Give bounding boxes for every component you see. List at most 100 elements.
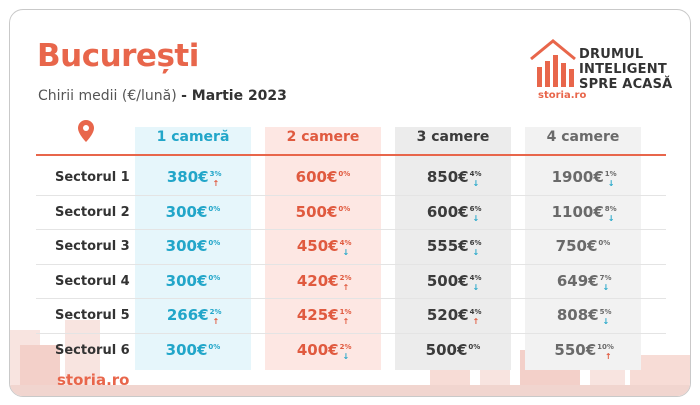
price-value: 425€ bbox=[296, 306, 339, 324]
change-percent: 0% bbox=[208, 204, 221, 213]
row-divider bbox=[36, 229, 666, 230]
price-cell: 750€0% bbox=[525, 237, 641, 255]
price-value: 550€ bbox=[554, 340, 597, 359]
change-percent: 4% bbox=[469, 308, 482, 316]
row-label: Sectorul 5 bbox=[55, 308, 130, 323]
column-bg-1-room bbox=[135, 127, 251, 370]
price-cell: 649€7%↓ bbox=[525, 272, 641, 292]
change-percent: 0% bbox=[208, 273, 221, 282]
header-2-rooms: 2 camere bbox=[286, 129, 360, 145]
subtitle: Chirii medii (€/lună) - Martie 2023 bbox=[38, 88, 287, 104]
campaign-logo: DRUMUL INTELIGENT SPRE ACASĂ storia.ro bbox=[523, 37, 683, 107]
price-value: 300€ bbox=[165, 271, 208, 290]
price-value: 266€ bbox=[166, 306, 209, 324]
arrow-up-icon: ↑ bbox=[342, 317, 350, 326]
change-percent: 1% bbox=[604, 170, 617, 178]
row-label: Sectorul 6 bbox=[55, 342, 130, 358]
change-percent: 6% bbox=[469, 204, 482, 213]
change-percent: 4% bbox=[469, 170, 482, 178]
price-value: 600€ bbox=[426, 202, 469, 221]
price-value: 500€ bbox=[426, 271, 469, 290]
arrow-down-icon: ↓ bbox=[602, 317, 610, 326]
change-percent: 0% bbox=[208, 239, 221, 247]
price-value: 649€ bbox=[556, 271, 599, 290]
price-cell: 1900€1%↓ bbox=[525, 168, 641, 188]
price-cell: 520€4%↑ bbox=[395, 306, 511, 326]
price-cell: 400€2%↓ bbox=[265, 341, 381, 361]
arrow-down-icon: ↓ bbox=[342, 248, 350, 257]
price-cell: 380€3%↑ bbox=[135, 168, 251, 188]
price-cell: 850€4%↓ bbox=[395, 168, 511, 188]
price-cell: 450€4%↓ bbox=[265, 237, 381, 257]
arrow-down-icon: ↓ bbox=[342, 351, 350, 361]
price-cell: 600€6%↓ bbox=[395, 203, 511, 223]
change-percent: 0% bbox=[468, 342, 481, 351]
change-percent: 4% bbox=[469, 273, 482, 282]
arrow-down-icon: ↓ bbox=[472, 248, 480, 257]
row-label: Sectorul 1 bbox=[55, 170, 130, 185]
column-bg-4-rooms bbox=[525, 127, 641, 370]
column-bg-2-rooms bbox=[265, 127, 381, 370]
change-percent: 7% bbox=[599, 273, 612, 282]
arrow-down-icon: ↓ bbox=[602, 282, 610, 292]
change-percent: 3% bbox=[209, 170, 222, 178]
change-percent: 8% bbox=[604, 204, 617, 213]
price-cell: 808€5%↓ bbox=[525, 306, 641, 326]
header-1-room: 1 cameră bbox=[156, 129, 230, 145]
arrow-up-icon: ↑ bbox=[212, 179, 220, 188]
price-cell: 500€4%↓ bbox=[395, 272, 511, 292]
price-cell: 500€0% bbox=[265, 203, 381, 221]
price-value: 450€ bbox=[296, 237, 339, 255]
arrow-up-icon: ↑ bbox=[604, 351, 612, 361]
change-percent: 4% bbox=[339, 239, 352, 247]
price-cell: 425€1%↑ bbox=[265, 306, 381, 326]
price-cell: 300€0% bbox=[135, 341, 251, 359]
row-divider bbox=[36, 263, 666, 265]
arrow-down-icon: ↓ bbox=[607, 213, 615, 223]
price-value: 300€ bbox=[165, 340, 208, 359]
change-percent: 0% bbox=[338, 170, 351, 178]
price-value: 300€ bbox=[165, 237, 208, 255]
price-cell: 300€0% bbox=[135, 237, 251, 255]
change-percent: 0% bbox=[208, 342, 221, 351]
brand-logo-small: storia.ro bbox=[538, 90, 587, 101]
price-cell: 420€2%↑ bbox=[265, 272, 381, 292]
price-value: 400€ bbox=[296, 340, 339, 359]
change-percent: 6% bbox=[469, 239, 482, 247]
price-cell: 600€0% bbox=[265, 168, 381, 186]
change-percent: 5% bbox=[599, 308, 612, 316]
price-cell: 300€0% bbox=[135, 203, 251, 221]
row-label: Sectorul 3 bbox=[55, 239, 130, 254]
price-value: 380€ bbox=[166, 168, 209, 186]
price-cell: 555€6%↓ bbox=[395, 237, 511, 257]
change-percent: 10% bbox=[597, 342, 614, 351]
house-chart-icon bbox=[530, 39, 576, 87]
price-cell: 1100€8%↓ bbox=[525, 203, 641, 223]
header-3-rooms: 3 camere bbox=[416, 129, 490, 145]
price-value: 500€ bbox=[425, 340, 468, 359]
row-label: Sectorul 4 bbox=[55, 273, 130, 289]
price-cell: 300€0% bbox=[135, 272, 251, 290]
price-value: 1900€ bbox=[551, 168, 604, 186]
price-value: 1100€ bbox=[551, 202, 604, 221]
price-value: 808€ bbox=[556, 306, 599, 324]
change-percent: 2% bbox=[339, 342, 352, 351]
price-value: 420€ bbox=[296, 271, 339, 290]
change-percent: 2% bbox=[209, 308, 222, 316]
price-value: 520€ bbox=[426, 306, 469, 324]
page-title: București bbox=[37, 38, 199, 74]
location-pin-icon bbox=[78, 120, 94, 142]
price-value: 850€ bbox=[426, 168, 469, 186]
row-label: Sectorul 2 bbox=[55, 204, 130, 220]
arrow-up-icon: ↑ bbox=[212, 317, 220, 326]
header-divider bbox=[36, 154, 666, 156]
change-percent: 2% bbox=[339, 273, 352, 282]
change-percent: 1% bbox=[339, 308, 352, 316]
arrow-up-icon: ↑ bbox=[342, 282, 350, 292]
arrow-down-icon: ↓ bbox=[607, 179, 615, 188]
price-cell: 550€10%↑ bbox=[525, 341, 641, 361]
price-value: 555€ bbox=[426, 237, 469, 255]
header-4-rooms: 4 camere bbox=[546, 129, 620, 145]
arrow-down-icon: ↓ bbox=[472, 213, 480, 223]
row-divider bbox=[36, 298, 666, 299]
